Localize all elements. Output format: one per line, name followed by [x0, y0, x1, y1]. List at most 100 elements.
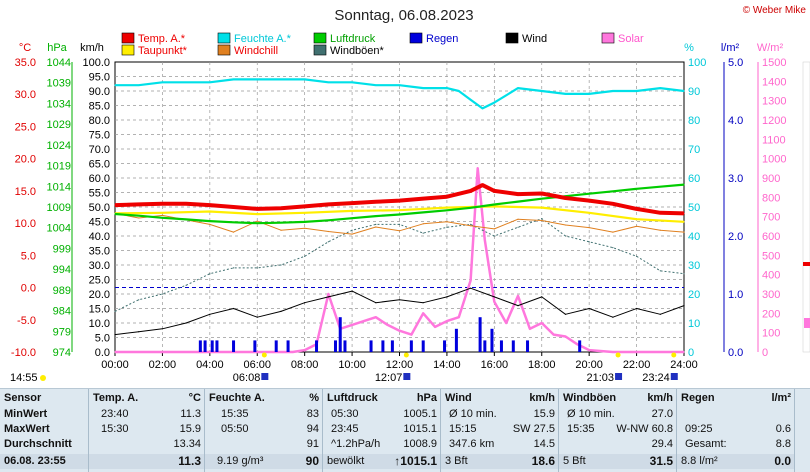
axis-tick-label: 4.0: [728, 115, 743, 127]
hum-max: 94: [306, 423, 319, 435]
axis-tick-label: 1004: [47, 223, 71, 235]
press-max: 1015.1: [403, 423, 437, 435]
rain-bar: [421, 340, 425, 352]
axis-tick-label: 25.0: [89, 275, 110, 287]
axis-tick-label: 2.0: [728, 231, 743, 243]
rain-total-label: Gesamt:: [685, 438, 727, 450]
data-point: [493, 102, 495, 104]
data-point: [493, 235, 495, 237]
data-point: [138, 299, 140, 301]
axis-tick-label: 90: [688, 86, 700, 98]
axis-tick-label: 1044: [47, 57, 71, 69]
data-point: [422, 223, 424, 225]
data-point: [434, 326, 436, 328]
data-point: [398, 223, 401, 225]
axis-tick-label: 80.0: [89, 115, 110, 127]
data-point: [185, 322, 187, 324]
hum-header: Feuchte A.: [209, 392, 265, 404]
data-point: [114, 204, 116, 206]
data-point: [304, 212, 306, 214]
hum-unit: %: [309, 392, 319, 404]
x-tick-label: 20:00: [575, 359, 603, 371]
data-point: [612, 231, 614, 233]
axis-tick-label: 25.0: [15, 121, 36, 133]
data-point: [256, 222, 258, 224]
data-point: [232, 78, 235, 80]
rain-bar: [526, 340, 530, 352]
data-point: [304, 205, 306, 207]
data-point: [351, 217, 353, 219]
data-point: [481, 184, 484, 186]
sun-noon-icon: [403, 352, 409, 358]
legend-label: Solar: [618, 33, 644, 45]
data-point: [470, 287, 472, 289]
chart-title: Sonntag, 06.08.2023: [334, 7, 473, 24]
data-point: [185, 284, 187, 286]
data-point: [541, 207, 543, 209]
data-point: [351, 324, 353, 326]
axis-tick-label: 974: [53, 347, 71, 359]
x-tick-label: 04:00: [196, 359, 224, 371]
data-point: [280, 229, 282, 231]
data-point: [209, 313, 211, 315]
data-point: [256, 316, 258, 318]
data-point: [304, 255, 306, 257]
axis-tick-label: 60.0: [89, 173, 110, 185]
axis-tick-label: 500: [762, 250, 780, 262]
axis-tick-label: 3.0: [728, 173, 743, 185]
data-point: [446, 320, 448, 322]
rain-bar: [499, 340, 503, 352]
legend-label: Luftdruck: [330, 33, 376, 45]
data-point: [422, 302, 424, 304]
rain-bar: [315, 340, 319, 352]
rain-max-time: 09:25: [685, 423, 713, 435]
data-point: [493, 190, 495, 192]
data-point: [422, 232, 424, 234]
axis-tick-label: 1039: [47, 78, 71, 90]
data-point: [304, 227, 306, 229]
rain-bar: [390, 340, 394, 352]
data-point: [304, 302, 306, 304]
axis-unit-label: W/m²: [757, 42, 784, 54]
axis-unit-label: hPa: [47, 42, 67, 54]
rain-header: Regen: [681, 392, 715, 404]
col-temp: Temp. A. °C 23:40 11.3 15:30 15.9 13.34 11.…: [88, 389, 205, 472]
data-point: [529, 328, 531, 330]
x-axis: 00:00 02:00 04:00 06:00 08:00 10:00 12:00 14:00…: [101, 352, 698, 371]
data-point: [422, 198, 424, 200]
data-point: [256, 208, 258, 210]
data-point: [185, 218, 187, 221]
col-wind: Wind km/h Ø 10 min. 15.9 15:15 SW 27.5 347.…: [440, 389, 559, 472]
axis-tick-label: 994: [53, 264, 71, 276]
temp-header: Temp. A.: [93, 392, 139, 404]
legend-swatch: [409, 32, 423, 44]
data-point: [541, 322, 543, 324]
data-point: [612, 247, 614, 249]
data-point: [541, 90, 543, 92]
legend-label: Feuchte A.*: [234, 33, 292, 45]
data-point: [256, 78, 258, 80]
data-point: [635, 208, 638, 210]
legend-label: Regen: [426, 33, 458, 45]
axis-tick-label: 40: [688, 231, 700, 243]
data-point: [517, 201, 519, 203]
x-tick-label: 24:00: [670, 359, 698, 371]
axis-tick-label: 0: [762, 347, 768, 359]
data-point: [209, 220, 211, 222]
data-point: [114, 84, 116, 86]
data-point: [327, 241, 329, 243]
gust-current: 31.5: [649, 454, 673, 468]
wind-current: 18.6: [531, 454, 555, 468]
gust-avg10: 27.0: [651, 408, 673, 420]
temp-min-time: 23:40: [101, 408, 129, 420]
axis-tick-label: 5.0: [728, 57, 743, 69]
series-line-temp-a: [114, 183, 685, 216]
data-point: [256, 213, 258, 215]
wind-avg-label: Ø 10 min.: [449, 408, 497, 420]
wind-bft: 3 Bft: [445, 455, 468, 467]
data-point: [280, 207, 282, 209]
data-point: [304, 221, 306, 223]
axis-unit-label: km/h: [80, 42, 104, 54]
chart-legend: Temp. A.* Feuchte A.* Luftdruck Regen Wind So…: [121, 32, 644, 57]
data-point: [564, 335, 567, 338]
